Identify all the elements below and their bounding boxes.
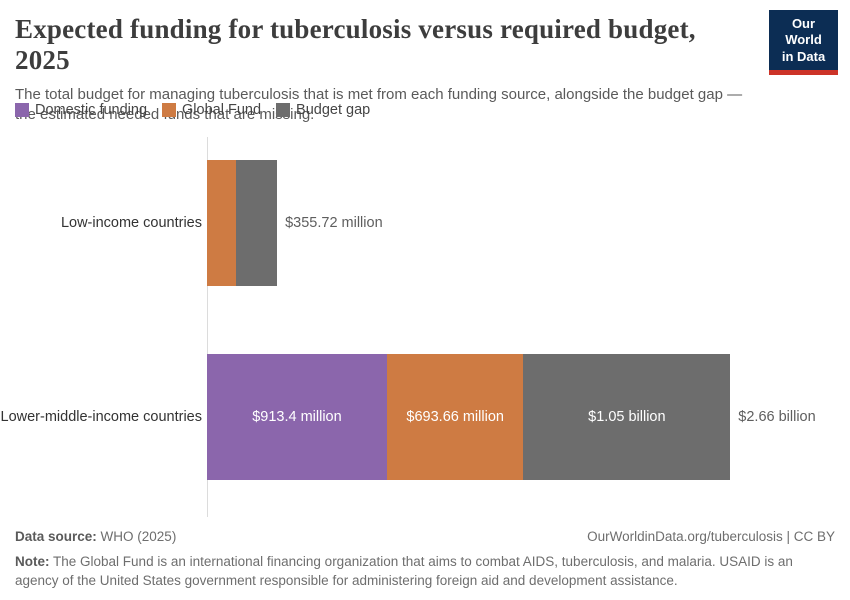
source-row: Data source: WHO (2025) OurWorldinData.o… <box>15 529 835 544</box>
note-label: Note: <box>15 554 50 569</box>
legend-label: Global Fund <box>182 102 262 118</box>
legend-swatch-icon <box>276 103 291 117</box>
category-label: Lower-middle-income countries <box>0 408 202 425</box>
category-label: Low-income countries <box>60 214 202 231</box>
data-source-label: Data source: <box>15 529 97 544</box>
bar-total-label: $355.72 million <box>285 215 383 231</box>
legend-label: Budget gap <box>296 102 371 118</box>
bar-segment-budget-gap[interactable]: $1.05 billion <box>523 354 731 480</box>
segment-value-label: $693.66 million <box>406 409 504 425</box>
chart-footer: Data source: WHO (2025) OurWorldinData.o… <box>15 529 835 591</box>
bar-segments: $913.4 million $693.66 million $1.05 billi… <box>207 354 816 480</box>
legend-label: Domestic funding <box>35 102 148 118</box>
owid-url-link[interactable]: OurWorldinData.org/tuberculosis | CC BY <box>587 529 835 544</box>
legend-swatch-icon <box>162 103 177 117</box>
bar-segment-global-fund[interactable]: $693.66 million <box>386 354 524 480</box>
chart-legend: Domestic funding Global Fund Budget gap <box>15 102 370 118</box>
bar-chart: Low-income countries $355.72 million Lower… <box>0 130 850 520</box>
note-text: The Global Fund is an international fina… <box>15 554 793 588</box>
segment-value-label: $913.4 million <box>252 409 342 425</box>
legend-item-global-fund[interactable]: Global Fund <box>162 102 261 118</box>
bar-segment-domestic-funding[interactable]: $913.4 million <box>207 354 387 480</box>
owid-logo: Our World in Data <box>769 10 838 75</box>
bar-total-label: $2.66 billion <box>738 409 816 425</box>
owid-logo-line2: in Data <box>781 48 826 64</box>
legend-item-budget-gap[interactable]: Budget gap <box>276 102 370 118</box>
legend-item-domestic-funding[interactable]: Domestic funding <box>15 102 147 118</box>
legend-swatch-icon <box>15 103 29 117</box>
data-source: Data source: WHO (2025) <box>15 529 176 544</box>
data-source-value: WHO (2025) <box>100 529 177 544</box>
chart-header: Expected funding for tuberculosis versus… <box>15 14 750 124</box>
bar-row-low-income-countries: Low-income countries $355.72 million <box>0 160 850 286</box>
segment-value-label: $1.05 billion <box>588 409 666 425</box>
bar-row-lower-middle-income-countries: Lower-middle-income countries $913.4 mill… <box>0 354 850 480</box>
bar-segment-global-fund[interactable] <box>207 160 236 286</box>
bar-segment-budget-gap[interactable] <box>236 160 278 286</box>
bar-segments: $355.72 million <box>207 160 383 286</box>
owid-logo-line1: Our World <box>785 16 822 48</box>
page-title: Expected funding for tuberculosis versus… <box>15 14 696 76</box>
chart-note: Note: The Global Fund is an internationa… <box>15 553 835 591</box>
y-axis-line <box>207 137 208 517</box>
